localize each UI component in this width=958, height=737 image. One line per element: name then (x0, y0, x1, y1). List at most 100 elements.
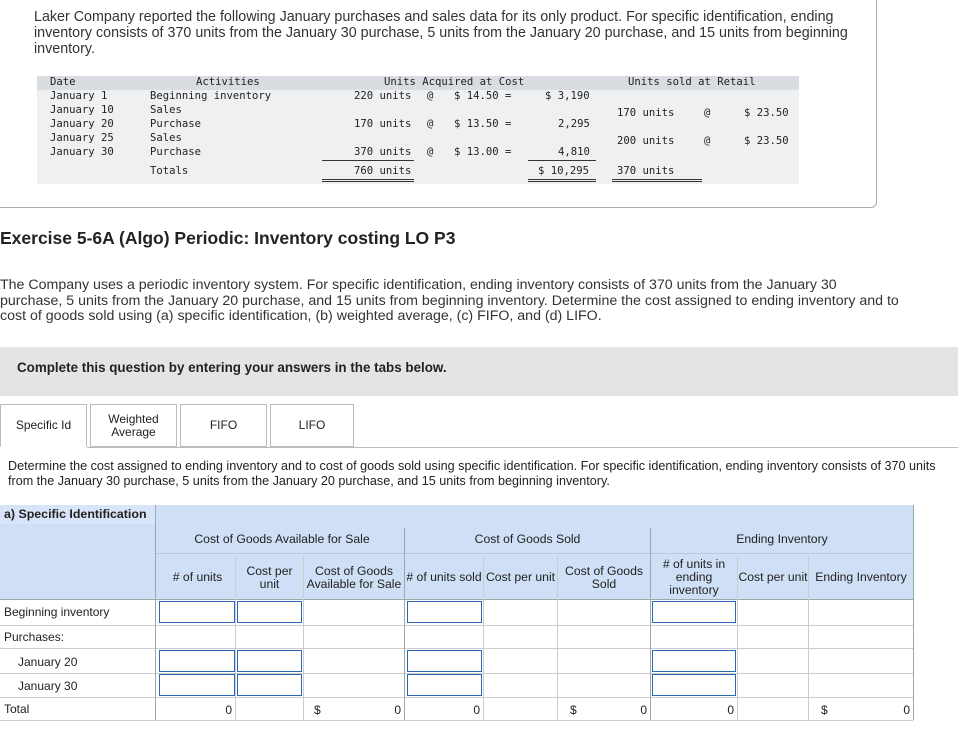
col-cogafs: Cost of Goods Available for Sale (306, 563, 402, 591)
row-total: $ 3,190 (545, 90, 590, 102)
exercise-description: The Company uses a periodic inventory sy… (0, 277, 899, 324)
grid-line (155, 553, 913, 554)
grid-line (0, 648, 913, 649)
total-units-sold: 0 (473, 703, 480, 717)
jan30-cost-per-unit-input[interactable] (237, 674, 302, 696)
row-sold-at: @ (704, 107, 711, 119)
total-cogs: 0 (640, 703, 647, 717)
grid-vline (913, 505, 914, 720)
row-at: @ (427, 90, 434, 102)
sold-double-underline (612, 179, 702, 182)
total-units-ending: 0 (727, 703, 734, 717)
grid-line (0, 697, 913, 698)
exercise-title: Exercise 5-6A (Algo) Periodic: Inventory… (0, 228, 456, 248)
tab-specific-id[interactable]: Specific Id (0, 404, 87, 447)
header-activities: Activities (196, 76, 260, 88)
row-sold-at: @ (704, 135, 711, 147)
row-activity: Sales (150, 132, 182, 144)
row-january-30: January 30 (18, 679, 78, 693)
row-cost: $ 14.50 = (454, 90, 512, 102)
group-available: Cost of Goods Available for Sale (194, 531, 370, 546)
grid-vline (737, 556, 738, 720)
totals-label: Totals (150, 165, 189, 177)
row-activity: Sales (150, 104, 182, 116)
jan30-units-ending-input[interactable] (652, 674, 736, 696)
row-cost: $ 13.50 = (454, 118, 512, 130)
grid-vline (650, 528, 651, 720)
units-double-underline (322, 179, 414, 182)
row-total: 2,295 (558, 118, 590, 130)
row-date: January 20 (50, 118, 114, 130)
col-cost-per-unit: Cost per unit (246, 563, 293, 591)
grid-line (0, 599, 913, 600)
tab-lifo[interactable]: LIFO (270, 404, 354, 447)
beginning-cost-per-unit-input[interactable] (237, 601, 302, 623)
row-units: 170 units (354, 118, 412, 130)
row-date: January 1 (50, 90, 108, 102)
answer-grid-corner (0, 524, 155, 600)
row-sold-units: 200 units (617, 135, 675, 147)
grid-vline (155, 505, 156, 720)
grid-line (0, 625, 913, 626)
group-ending: Ending Inventory (736, 531, 828, 546)
total-ending-dollar: $ (821, 703, 828, 717)
header-sold: Units sold at Retail (628, 76, 756, 88)
grid-vline (808, 556, 809, 720)
row-activity: Beginning inventory (150, 90, 272, 102)
intro-panel (0, 0, 877, 208)
jan30-units-sold-input[interactable] (407, 674, 482, 696)
tab-fifo[interactable]: FIFO (180, 404, 267, 447)
row-date: January 30 (50, 146, 114, 158)
grid-vline (483, 556, 484, 720)
header-date: Date (50, 76, 76, 88)
row-total: Total (4, 702, 30, 716)
tab-divider (87, 447, 958, 448)
totals-sold-units: 370 units (617, 165, 675, 177)
row-total: 4,810 (558, 146, 590, 158)
row-at: @ (427, 118, 434, 130)
beginning-units-sold-input[interactable] (407, 601, 482, 623)
purchases-sales-table: Date Activities Units Acquired at Cost U… (37, 76, 799, 184)
col-cost-per-unit-sold: Cost per unit (485, 570, 556, 584)
row-retail: $ 23.50 (744, 135, 789, 147)
totals-cost: $ 10,295 (538, 165, 590, 177)
total-units: 0 (225, 703, 232, 717)
jan30-units-input[interactable] (159, 674, 235, 696)
units-underline (322, 160, 414, 161)
col-cost-per-unit-ending: Cost per unit (738, 570, 808, 584)
section-label: a) Specific Identification (0, 505, 155, 524)
jan20-units-input[interactable] (159, 650, 235, 672)
total-underline (528, 160, 596, 161)
row-january-20: January 20 (18, 655, 78, 669)
answer-grid-header (155, 505, 913, 599)
cost-double-underline (528, 179, 596, 182)
grid-line (0, 673, 913, 674)
intro-text: Laker Company reported the following Jan… (34, 9, 848, 57)
row-activity: Purchase (150, 118, 202, 130)
jan20-units-ending-input[interactable] (652, 650, 736, 672)
jan20-units-sold-input[interactable] (407, 650, 482, 672)
group-sold: Cost of Goods Sold (474, 531, 581, 546)
col-ending-inventory: Ending Inventory (815, 570, 907, 584)
instruction-band (0, 347, 958, 396)
grid-line (0, 720, 913, 721)
total-ending-inventory: 0 (903, 703, 910, 717)
row-at: @ (427, 146, 434, 158)
jan20-cost-per-unit-input[interactable] (237, 650, 302, 672)
total-cogafs: 0 (394, 703, 401, 717)
table-header-row (37, 76, 799, 90)
col-units: # of units (172, 570, 223, 584)
total-cogs-dollar: $ (570, 703, 577, 717)
col-cogs: Cost of Goods Sold (565, 563, 643, 591)
row-activity: Purchase (150, 146, 202, 158)
tab-weighted-average[interactable]: Weighted Average (90, 404, 177, 447)
row-units: 370 units (354, 146, 412, 158)
row-retail: $ 23.50 (744, 107, 789, 119)
col-units-sold: # of units sold (406, 570, 482, 584)
beginning-units-ending-input[interactable] (652, 601, 736, 623)
row-purchases: Purchases: (4, 630, 65, 644)
header-acquired: Units Acquired at Cost (384, 76, 525, 88)
totals-units: 760 units (354, 165, 412, 177)
beginning-units-input[interactable] (159, 601, 235, 623)
row-units: 220 units (354, 90, 412, 102)
